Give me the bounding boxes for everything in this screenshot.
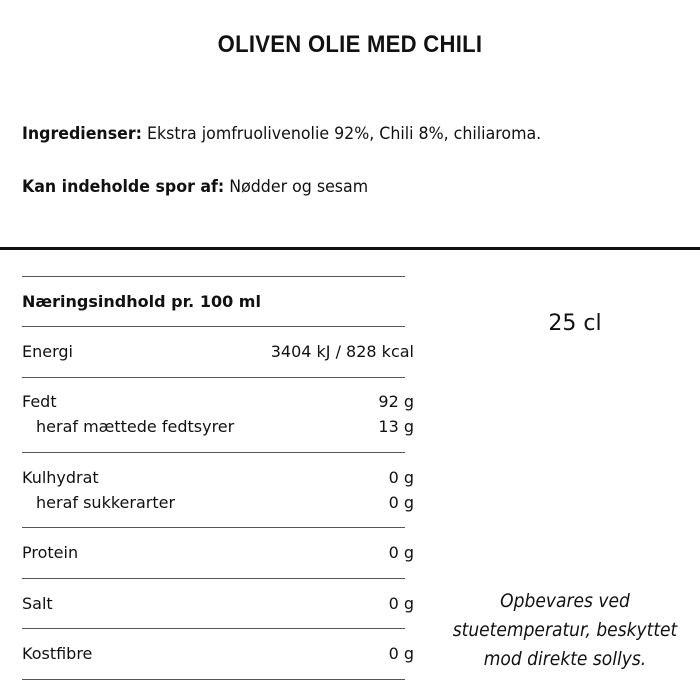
row-value: 3404 kJ / 828 kcal (270, 342, 414, 361)
table-row: heraf sukkerarter 0 g (22, 493, 414, 512)
row-value: 92 g (378, 392, 414, 411)
allergens-label: Kan indeholde spor af: (22, 177, 225, 197)
row-label: Fedt (22, 392, 57, 411)
row-label: Salt (22, 594, 53, 613)
ingredients-text: Ekstra jomfruolivenolie 92%, Chili 8%, c… (141, 124, 542, 144)
row-value: 0 g (388, 644, 414, 663)
storage-note: Opbevares ved stuetemperatur, beskyttet … (439, 587, 691, 674)
row-label: heraf sukkerarter (36, 493, 176, 512)
row-value: 0 g (388, 468, 414, 487)
volume: 25 cl (548, 311, 602, 336)
nutrition-header: Næringsindhold pr. 100 ml (22, 292, 261, 311)
table-divider (22, 578, 405, 579)
table-row: Energi 3404 kJ / 828 kcal (22, 342, 414, 361)
allergens-text: Nødder og sesam (224, 177, 369, 197)
table-divider (22, 527, 405, 528)
row-label: Kulhydrat (22, 468, 99, 487)
row-value: 13 g (378, 417, 414, 436)
table-row: Protein 0 g (22, 543, 414, 562)
table-divider (22, 377, 405, 378)
table-divider (22, 679, 405, 680)
product-title: OLIVEN OLIE MED CHILI (217, 31, 483, 58)
row-value: 0 g (388, 493, 414, 512)
table-divider (22, 628, 405, 629)
table-row: Salt 0 g (22, 594, 414, 613)
row-label: Protein (22, 543, 79, 562)
ingredients-line: Ingredienser: Ekstra jomfruolivenolie 92… (22, 124, 541, 144)
row-label: Energi (22, 342, 73, 361)
table-divider (22, 326, 405, 327)
table-row: Kostfibre 0 g (22, 644, 414, 663)
section-divider (0, 247, 700, 250)
table-divider (22, 276, 405, 277)
allergens-line: Kan indeholde spor af: Nødder og sesam (22, 177, 368, 197)
row-value: 0 g (388, 594, 414, 613)
table-row: Fedt 92 g (22, 392, 414, 411)
row-value: 0 g (388, 543, 414, 562)
table-row: Kulhydrat 0 g (22, 468, 414, 487)
row-label: heraf mættede fedtsyrer (36, 417, 235, 436)
table-row: heraf mættede fedtsyrer 13 g (22, 417, 414, 436)
ingredients-label: Ingredienser: (22, 124, 142, 144)
table-divider (22, 452, 405, 453)
storage-note-line: stuetemperatur, beskyttet (452, 619, 678, 641)
row-label: Kostfibre (22, 644, 93, 663)
storage-note-line: mod direkte sollys. (483, 648, 647, 670)
storage-note-line: Opbevares ved (500, 590, 630, 612)
